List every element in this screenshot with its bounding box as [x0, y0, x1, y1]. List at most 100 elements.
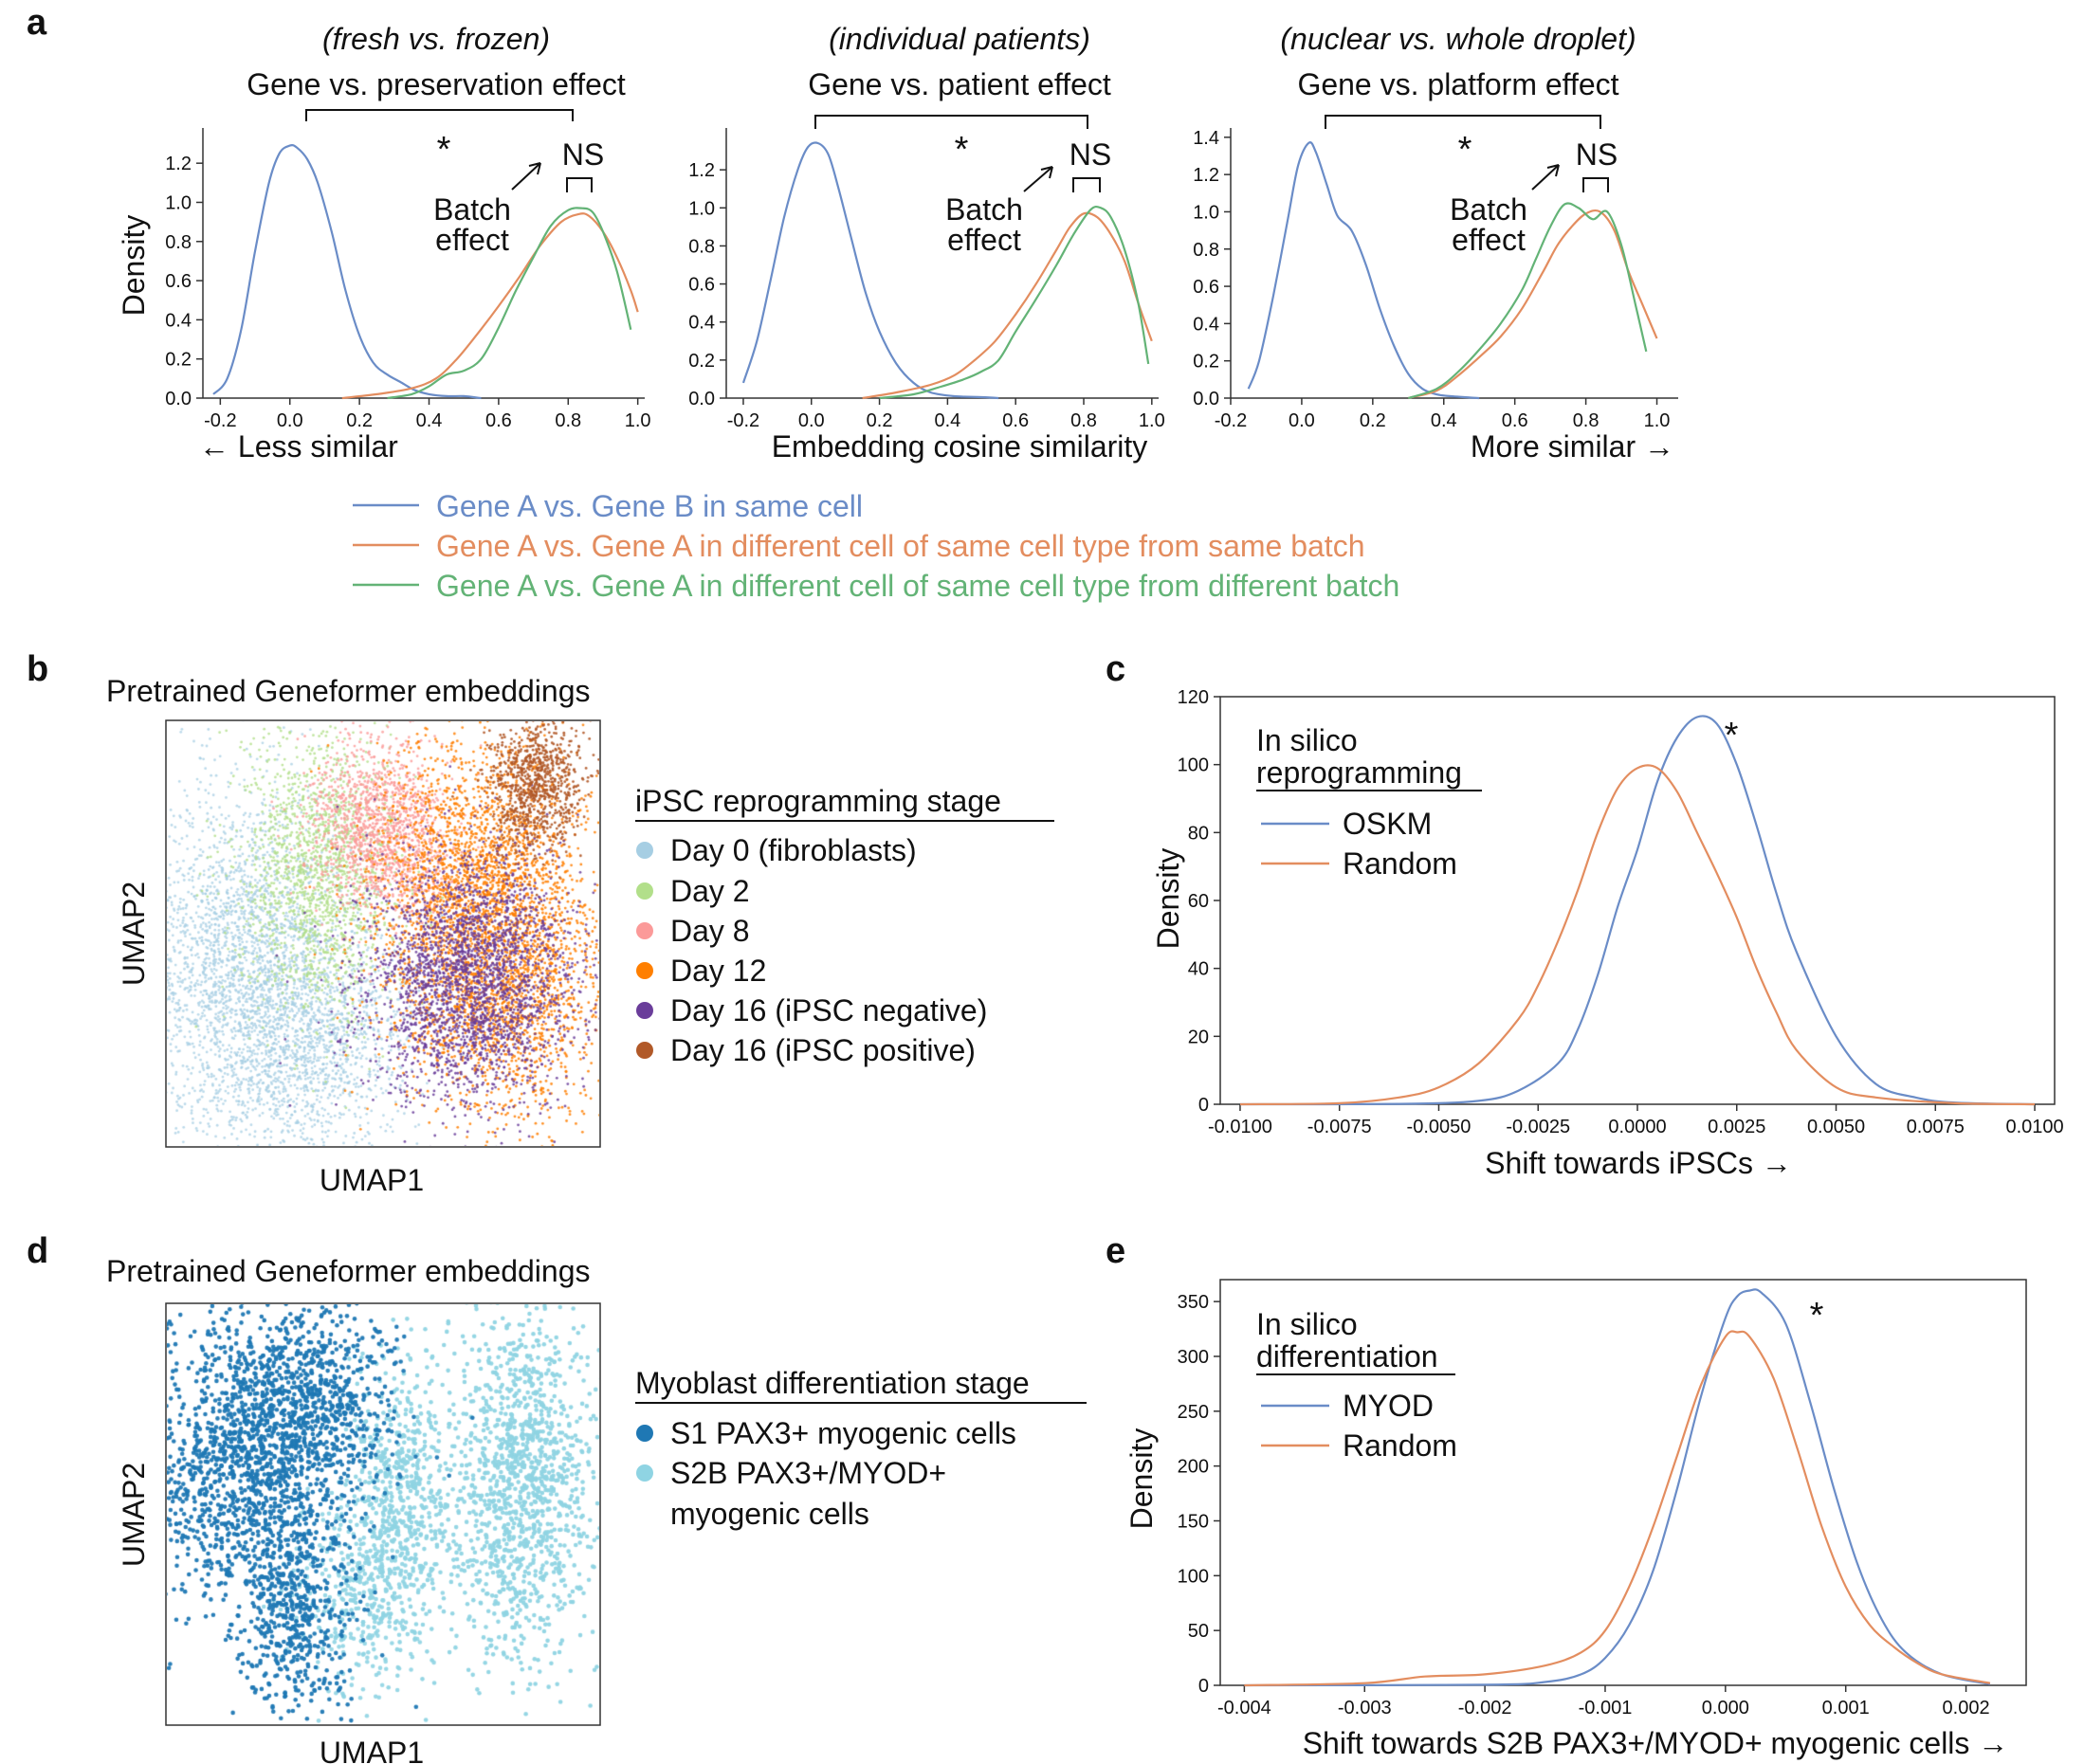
panel-a3-batch-line1: Batch: [1450, 192, 1527, 227]
legend-label-a2: Gene A vs. Gene A in different cell of s…: [436, 569, 1399, 603]
panel-a3-xlabel: More similar →: [1471, 429, 1674, 464]
panel-a1-batch-line1: Batch: [433, 192, 511, 227]
y-tick-label: 40: [1188, 959, 1209, 980]
panel-d-letter: d: [27, 1231, 48, 1271]
panel-a3-title: Gene vs. platform effect: [1297, 67, 1618, 101]
panel-a3-batch-line2: effect: [1452, 223, 1526, 257]
panel-c-legend-oskm: OSKM: [1343, 807, 1432, 841]
y-tick-label: 1.0: [1193, 202, 1219, 223]
y-tick-label: 0.0: [1193, 389, 1219, 409]
x-tick-label: 0.4: [934, 410, 960, 431]
series-line-blue: [212, 144, 482, 400]
x-tick-label: 0.0: [798, 410, 825, 431]
series-line-orange: [1244, 1330, 1991, 1687]
panel-b-title: Pretrained Geneformer embeddings: [106, 674, 591, 708]
x-tick-label: 0.0100: [2005, 1117, 2063, 1137]
panel-a2-star: *: [955, 130, 969, 170]
panel-e-ylabel: Density: [1124, 1428, 1159, 1530]
panel-e-star: *: [1810, 1296, 1824, 1336]
x-tick-label: -0.0025: [1506, 1117, 1570, 1137]
panel-a2-subtitle: (individual patients): [829, 22, 1090, 56]
panel-a2-annotations: [814, 115, 1101, 192]
panel-a3-plot: -0.2 0.0 0.2 0.4 0.6 0.8 1.00.00.20.40.60.81.0…: [1193, 128, 1678, 431]
panel-a1-star: *: [437, 130, 451, 170]
x-tick-label: 0.6: [485, 410, 512, 431]
y-tick-label: 100: [1178, 755, 1209, 776]
y-tick-label: 350: [1178, 1292, 1209, 1313]
x-tick-label: 0.0025: [1708, 1117, 1765, 1137]
legend-label-day2: Day 2: [670, 874, 750, 908]
legend-label-s2b-1: S2B PAX3+/MYOD+: [670, 1456, 946, 1490]
series-line-orange: [1239, 764, 2036, 1106]
x-tick-label: 0.4: [1431, 410, 1457, 431]
y-tick-label: 0.8: [165, 232, 192, 253]
panel-b-umap-scatter: [167, 721, 599, 1146]
x-tick-label: 0.2: [1360, 410, 1386, 431]
panel-a-letter: a: [27, 3, 47, 43]
panel-a2-batch-line1: Batch: [945, 192, 1023, 227]
y-tick-label: 250: [1178, 1402, 1209, 1423]
legend-label-day8: Day 8: [670, 914, 750, 948]
y-tick-label: 1.2: [165, 154, 192, 174]
y-tick-label: 0.0: [165, 389, 192, 409]
x-tick-label: 0.8: [555, 410, 581, 431]
x-tick-label: 0.2: [346, 410, 373, 431]
series-line-green: [1407, 202, 1648, 400]
x-tick-label: 0.0: [1289, 410, 1315, 431]
y-tick-label: 0.6: [688, 275, 715, 296]
panel-a1-annotations: [305, 109, 593, 192]
panel-a1-plot: -0.2 0.0 0.2 0.4 0.6 0.8 1.0 0.0 0.2 0.4 0.6 0.8 1.0…: [165, 128, 651, 431]
legend-dot-s2b: [636, 1464, 653, 1482]
panel-c-legend-title-1: In silico: [1256, 723, 1358, 757]
legend-label-day0: Day 0 (fibroblasts): [670, 833, 917, 867]
panel-a-ylabel: Density: [117, 215, 151, 317]
series-line-blue: [1239, 715, 2036, 1106]
panel-e-letter: e: [1106, 1231, 1125, 1271]
panel-c-letter: c: [1106, 649, 1125, 689]
legend-label-a0: Gene A vs. Gene B in same cell: [436, 489, 863, 523]
panel-a1-subtitle: (fresh vs. frozen): [322, 22, 550, 56]
plot-frame: [1219, 1279, 2027, 1686]
legend-label-s1: S1 PAX3+ myogenic cells: [670, 1416, 1016, 1450]
x-tick-label: 0.0050: [1807, 1117, 1865, 1137]
panel-d-legend-title: Myoblast differentiation stage: [635, 1366, 1030, 1400]
legend-dot-day2: [636, 882, 653, 900]
panel-a1-ns: NS: [562, 137, 604, 172]
panel-a1-title: Gene vs. preservation effect: [247, 67, 626, 101]
panel-e-xlabel: Shift towards S2B PAX3+/MYOD+ myogenic c…: [1303, 1726, 2009, 1760]
panel-e-legend-title-1: In silico: [1256, 1307, 1358, 1341]
series-line-green: [387, 207, 632, 400]
panel-a3-star: *: [1458, 130, 1472, 170]
panel-a3-annotations: [1325, 115, 1609, 192]
x-tick-label: 1.0: [1139, 410, 1165, 431]
y-tick-label: 0.2: [165, 350, 192, 371]
y-tick-label: 1.2: [688, 160, 715, 181]
panel-d-ylabel: UMAP2: [117, 1463, 151, 1567]
y-tick-label: 0.2: [1193, 352, 1219, 373]
legend-label-day12: Day 12: [670, 954, 766, 988]
x-tick-label: 1.0: [1644, 410, 1671, 431]
panel-b-legend-title: iPSC reprogramming stage: [635, 784, 1001, 818]
panel-c-xlabel: Shift towards iPSCs →: [1485, 1146, 1792, 1180]
y-tick-label: 0.2: [688, 351, 715, 372]
legend-label-a1: Gene A vs. Gene A in different cell of s…: [436, 529, 1364, 563]
panel-a1-batch-line2: effect: [435, 223, 509, 257]
panel-e-legend-random: Random: [1343, 1428, 1457, 1463]
x-tick-label: -0.2: [1215, 410, 1247, 431]
panel-e-legend-myod: MYOD: [1343, 1389, 1434, 1423]
legend-dot-s1: [636, 1425, 653, 1442]
x-tick-label: 0.0000: [1608, 1117, 1666, 1137]
panel-e-plot: -0.004 -0.003 -0.002 -0.001 0.000 0.001 0.002 0…: [1178, 1279, 2027, 1719]
panel-a2-ns: NS: [1069, 137, 1111, 172]
panel-c-ylabel: Density: [1151, 848, 1185, 950]
series-line-blue: [1244, 1288, 1991, 1687]
y-tick-label: 1.0: [688, 198, 715, 219]
x-tick-label: 0.4: [416, 410, 443, 431]
panel-a3-subtitle: (nuclear vs. whole droplet): [1280, 22, 1636, 56]
x-tick-label: -0.2: [204, 410, 236, 431]
x-tick-label: -0.0050: [1407, 1117, 1472, 1137]
panel-b-frame: [165, 719, 601, 1148]
panel-d-xlabel: UMAP1: [320, 1736, 424, 1764]
x-tick-label: 0.8: [1070, 410, 1097, 431]
